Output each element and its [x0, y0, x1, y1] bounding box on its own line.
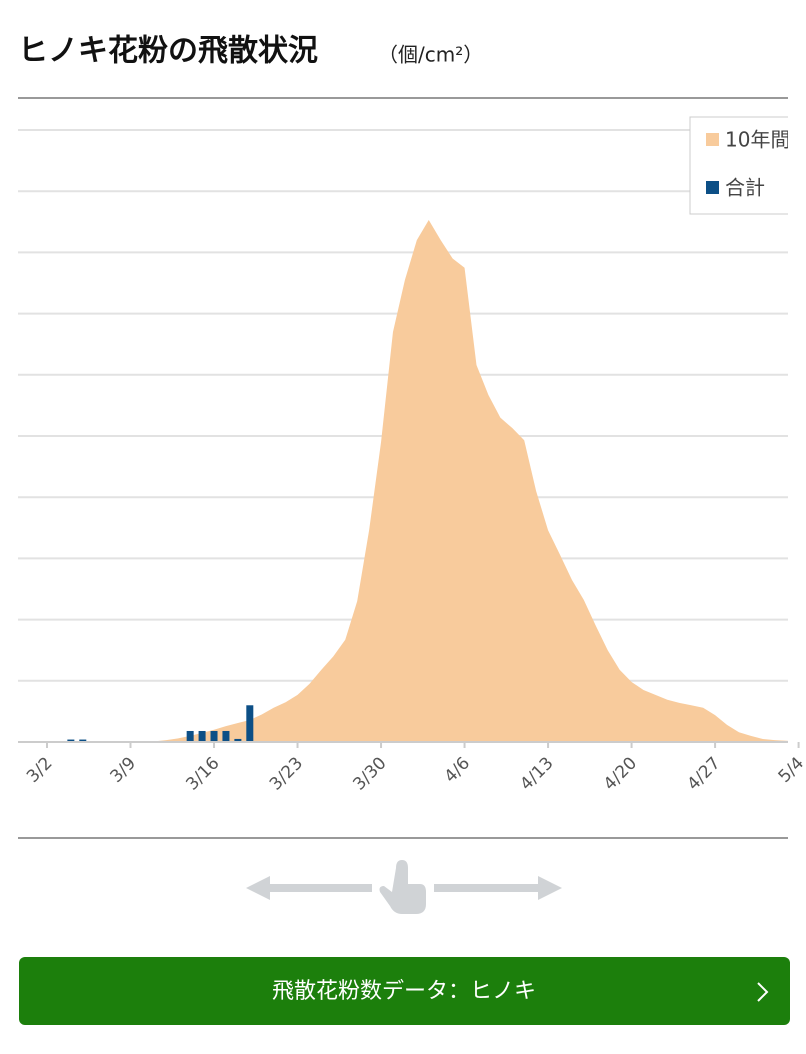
legend-label: 合計	[725, 176, 765, 200]
bar	[198, 730, 206, 742]
hint-line	[434, 884, 544, 892]
title: ヒノキ花粉の飛散状況	[18, 34, 318, 69]
area	[47, 219, 788, 742]
button-label[interactable]: 飛散花粉数データ：ヒノキ	[272, 979, 536, 1004]
unit: （個/cm²）	[378, 43, 483, 67]
legend-swatch	[706, 133, 719, 146]
x-tick-label: 4/13	[516, 753, 557, 794]
bar	[186, 730, 194, 742]
x-tick-label: 4/27	[683, 753, 724, 794]
x-tick-label: 3/9	[107, 753, 140, 786]
x-tick-label: 3/2	[23, 753, 56, 786]
x-tick-label: 5/4	[775, 753, 806, 786]
plot	[18, 129, 788, 743]
bar	[210, 730, 218, 742]
hint-arrow	[246, 876, 270, 900]
button-bg[interactable]	[19, 957, 790, 1025]
bar	[79, 739, 87, 742]
bar	[246, 705, 254, 742]
swipe-hint	[246, 860, 562, 914]
x-tick-label: 3/23	[266, 753, 307, 794]
legend: 10年間平均合計	[689, 116, 806, 215]
bar	[234, 738, 242, 742]
data-button[interactable]: 飛散花粉数データ：ヒノキ	[19, 957, 790, 1025]
x-tick-label: 3/30	[349, 753, 390, 794]
bar	[67, 739, 75, 742]
hand-icon	[379, 860, 426, 914]
legend-swatch	[706, 181, 719, 194]
hint-arrow	[538, 876, 562, 900]
legend-label: 10年間平均	[725, 128, 806, 152]
hint-line	[262, 884, 372, 892]
x-tick-label: 3/16	[182, 753, 223, 794]
x-tick-label: 4/6	[441, 753, 474, 786]
bar	[222, 730, 230, 742]
x-tick-label: 4/20	[600, 753, 641, 794]
chevron	[757, 982, 769, 1002]
